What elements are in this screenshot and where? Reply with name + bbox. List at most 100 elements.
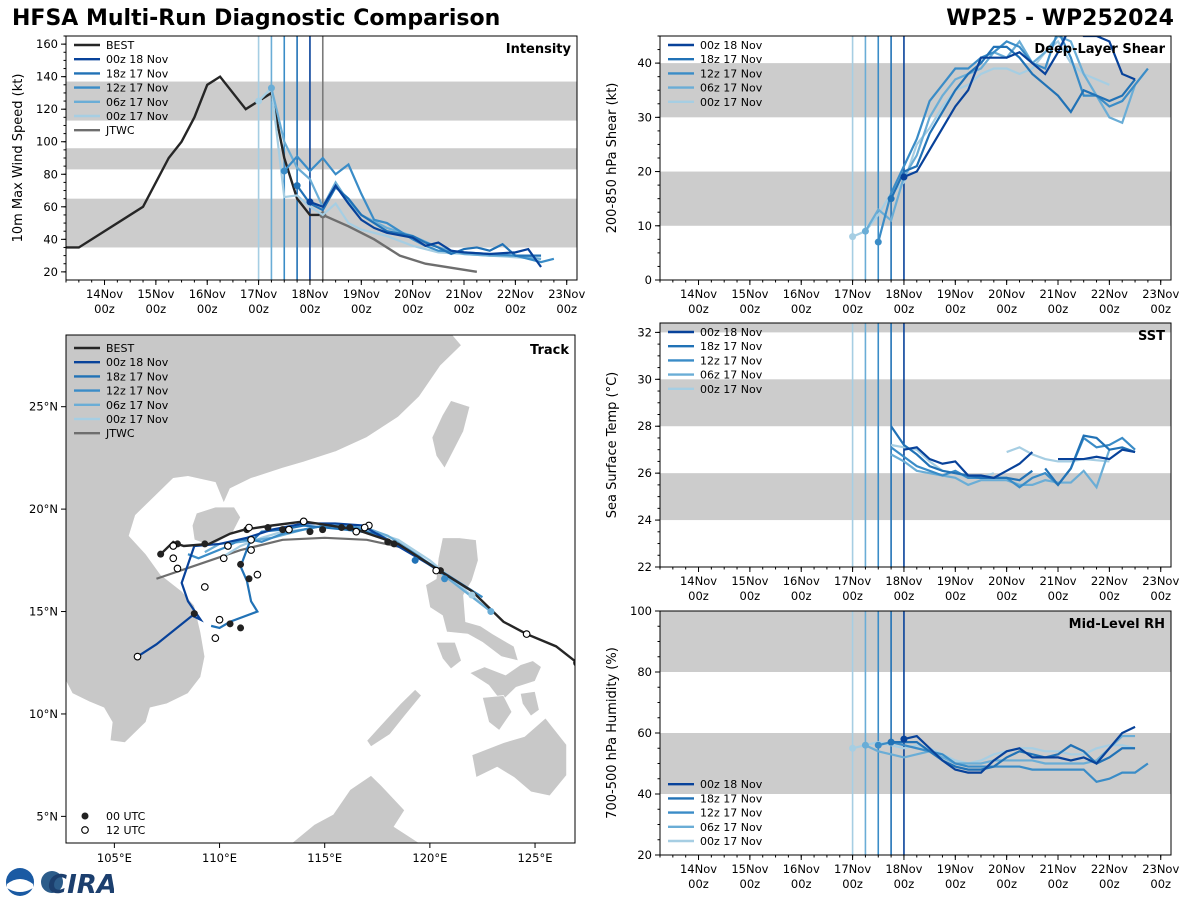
y-tick-label: 26 [637,466,652,480]
plot-area [660,323,1171,567]
run-track-line [136,522,473,658]
lat-tick-label: 15°N [29,605,58,619]
y-axis-label: 200-850 hPa Shear (kt) [605,83,620,234]
x-tick-sublabel: 00z [894,589,915,603]
best-track-line [66,75,323,249]
x-tick-label: 23Nov [1142,574,1179,588]
cira-logo: CIRA [6,868,114,898]
x-tick-label: 20Nov [988,287,1025,301]
legend-label: 00 UTC [106,810,146,823]
best-00utc-marker [237,624,245,632]
y-tick-label: 0 [645,273,652,287]
series-start-point [874,741,882,749]
x-tick-sublabel: 00z [740,589,761,603]
noaa-wave-icon [7,879,33,892]
legend-label: 18z 17 Nov [700,53,763,66]
series-line [903,36,1136,178]
x-tick-label: 23Nov [548,287,585,301]
best-12utc-marker [245,523,253,532]
lon-tick-label: 120°E [412,851,447,865]
x-tick-label: 17Nov [834,862,871,876]
x-tick-label: 21Nov [1039,287,1076,301]
x-tick-label: 18Nov [885,862,922,876]
x-tick-sublabel: 00z [94,302,115,316]
legend-label: 06z 17 Nov [700,82,763,95]
palawan-land [366,688,422,748]
best-00utc-marker [384,538,392,546]
best-00utc-marker [390,540,398,548]
series-start-point [849,744,857,752]
x-tick-sublabel: 00z [842,302,863,316]
lat-tick-label: 5°N [36,809,58,823]
best-00utc-marker [237,560,245,568]
run-init-marker [487,608,495,616]
legend-00utc-marker [81,812,89,820]
legend-label: JTWC [105,124,135,137]
x-tick-label: 18Nov [885,574,922,588]
x-tick-sublabel: 00z [505,302,526,316]
legend-label: 12z 17 Nov [106,385,169,398]
x-tick-label: 23Nov [1142,862,1179,876]
legend-label: 12 UTC [106,824,146,837]
shaded-band [660,171,1171,226]
x-tick-sublabel: 00z [1150,589,1171,603]
x-tick-label: 22Nov [497,287,534,301]
x-tick-label: 15Nov [731,574,768,588]
plot-area [66,36,577,280]
cira-globe-icon [41,871,63,893]
best-12utc-marker [219,554,228,563]
lon-tick-label: 115°E [307,851,342,865]
x-tick-label: 19Nov [937,287,974,301]
legend-label: 06z 17 Nov [700,369,763,382]
y-tick-label: 40 [43,232,58,246]
hainan-island-land [191,506,241,547]
panel-track: 105°E 110°E 115°E 120°E 125°E 5°N 10°N 15°N 20°N… [29,334,576,865]
x-tick-label: 22Nov [1091,862,1128,876]
y-tick-label: 100 [36,135,58,149]
x-tick-sublabel: 00z [1150,877,1171,891]
best-12utc-marker [522,630,531,638]
y-tick-label: 20 [43,265,58,279]
x-tick-label: 16Nov [783,287,820,301]
x-tick-sublabel: 00z [1048,589,1069,603]
legend-label: 00z 18 Nov [700,39,763,52]
best-00utc-marker [346,524,354,532]
series-start-point [900,173,908,181]
figure-title: HFSA Multi-Run Diagnostic Comparison [12,6,501,31]
taiwan-land [431,400,471,469]
legend-label: 12z 17 Nov [700,354,763,367]
best-12utc-marker [253,570,262,579]
series-line [864,734,1136,765]
x-tick-sublabel: 00z [996,589,1017,603]
series-start-point [861,227,869,235]
best-12utc-marker [169,542,178,550]
x-tick-sublabel: 00z [402,302,423,316]
x-tick-label: 22Nov [1091,287,1128,301]
y-tick-label: 40 [637,56,652,70]
x-tick-sublabel: 00z [688,302,709,316]
x-tick-sublabel: 00z [1150,302,1171,316]
x-tick-sublabel: 00z [945,877,966,891]
y-tick-label: 20 [637,848,652,862]
best-12utc-marker [352,527,361,536]
x-tick-label: 20Nov [394,287,431,301]
y-tick-label: 60 [637,726,652,740]
legend-label: 00z 18 Nov [700,326,763,339]
y-tick-label: 30 [637,110,652,124]
x-tick-sublabel: 00z [351,302,372,316]
x-tick-label: 19Nov [937,862,974,876]
x-tick-sublabel: 00z [146,302,167,316]
best-00utc-marker [319,526,327,534]
shaded-band [660,473,1171,521]
x-tick-sublabel: 00z [791,589,812,603]
x-tick-label: 14Nov [680,862,717,876]
legend-label: JTWC [105,427,135,440]
legend-label: 12z 17 Nov [106,82,169,95]
x-tick-sublabel: 00z [454,302,475,316]
x-tick-label: 17Nov [240,287,277,301]
best-00utc-marker [306,528,314,536]
jtwc-line [322,213,478,274]
storm-id: WP25 - WP252024 [946,6,1174,31]
luzon-land [425,537,519,662]
panel-sst: 22242628303214Nov00z15Nov00z16Nov00z17No… [605,322,1179,603]
